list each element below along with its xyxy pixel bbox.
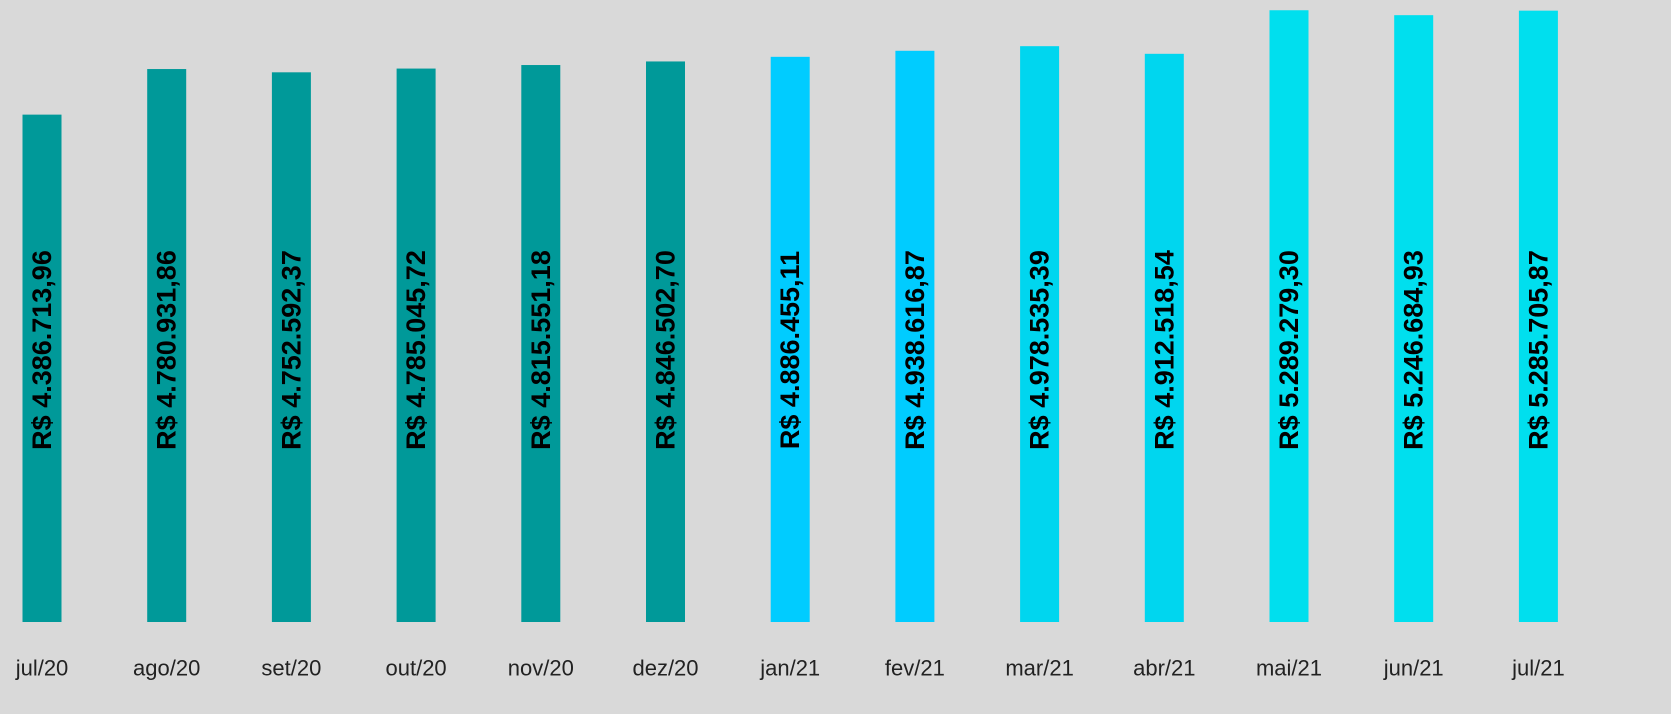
data-label-nov-20: R$ 4.815.551,18 [526,250,556,450]
data-label-dez-20: R$ 4.846.502,70 [651,250,681,450]
data-label-mai-21: R$ 5.289.279,30 [1274,250,1304,450]
data-label-out-20: R$ 4.785.045,72 [401,250,431,450]
x-tick-label-abr-21: abr/21 [1133,656,1195,681]
data-label-set-20: R$ 4.752.592,37 [276,250,306,450]
data-label-fev-21: R$ 4.938.616,87 [900,250,930,450]
data-label-abr-21: R$ 4.912.518,54 [1149,250,1179,450]
bar-nov-20 [521,65,561,622]
data-label-jul-21: R$ 5.285.705,87 [1523,250,1553,450]
bar-jul-21 [1518,10,1558,623]
data-label-jul-20: R$ 4.386.713,96 [27,250,57,450]
bar-jul-20 [22,114,62,622]
x-tick-label-mai-21: mai/21 [1256,656,1322,681]
x-tick-label-jun-21: jun/21 [1383,656,1444,681]
x-tick-label-nov-20: nov/20 [508,656,574,681]
x-tick-label-jan-21: jan/21 [759,656,820,681]
x-tick-label-jul-21: jul/21 [1511,656,1565,681]
data-label-jan-21: R$ 4.886.455,11 [775,251,805,449]
data-label-mar-21: R$ 4.978.535,39 [1025,250,1055,450]
x-tick-label-ago-20: ago/20 [133,656,200,681]
data-labels-layer: R$ 4.386.713,96 R$ 4.780.931,86 R$ 4.752.5… [27,250,1553,450]
bar-mai-21 [1269,10,1309,622]
x-axis-tick-labels: jul/20 ago/20 set/20 out/20 nov/20 dez/20 jan/… [15,656,1565,681]
data-label-jun-21: R$ 5.246.684,93 [1399,250,1429,450]
x-tick-label-set-20: set/20 [261,656,321,681]
bar-dez-20 [646,61,685,623]
bar-out-20 [396,68,436,622]
x-tick-label-dez-20: dez/20 [632,656,698,681]
x-tick-label-mar-21: mar/21 [1005,656,1073,681]
x-tick-label-fev-21: fev/21 [885,656,945,681]
bar-ago-20 [147,69,187,622]
bars-layer [22,10,1558,623]
data-label-ago-20: R$ 4.780.931,86 [152,250,182,450]
bar-jan-21 [770,56,810,623]
x-tick-label-out-20: out/20 [386,656,447,681]
bar-fev-21 [895,50,935,622]
x-tick-label-jul-20: jul/20 [15,656,69,681]
bar-set-20 [271,72,311,623]
bar-abr-21 [1144,53,1184,622]
bar-mar-21 [1020,46,1060,622]
bar-jun-21 [1394,15,1434,622]
